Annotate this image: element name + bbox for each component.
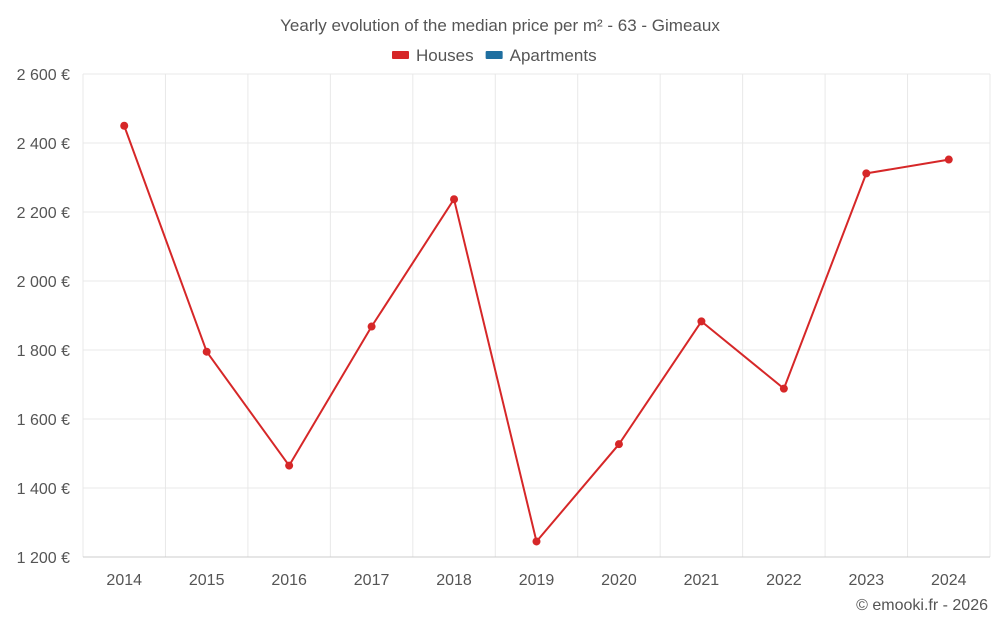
data-point-houses-2024[interactable] — [944, 155, 953, 164]
y-axis-labels: 1 200 € 1 400 € 1 600 € 1 800 € 2 000 € 2 200… — [17, 67, 70, 567]
x-tick-label: 2019 — [519, 572, 555, 589]
x-axis-labels: 2014 2015 2016 2017 2018 2019 2020 2021 2022 2023… — [106, 572, 966, 589]
legend-label-apartments[interactable]: Apartments — [510, 46, 597, 65]
data-point-houses-2021[interactable] — [697, 317, 706, 326]
y-gridlines — [83, 73, 990, 489]
data-point-houses-2020[interactable] — [614, 440, 623, 449]
y-tick-label: 2 600 € — [17, 67, 70, 84]
y-tick-label: 2 000 € — [17, 274, 70, 291]
x-tick-label: 2022 — [766, 572, 802, 589]
data-point-houses-2023[interactable] — [862, 169, 871, 178]
data-point-houses-2016[interactable] — [285, 461, 294, 470]
copyright-footer: © emooki.fr - 2026 — [856, 597, 988, 614]
legend-swatch-houses[interactable] — [392, 51, 409, 59]
legend-swatch-apartments[interactable] — [485, 51, 503, 59]
legend-label-houses[interactable]: Houses — [416, 46, 474, 65]
data-point-houses-2014[interactable] — [120, 121, 129, 130]
x-tick-label: 2015 — [189, 572, 225, 589]
y-tick-label: 1 200 € — [17, 550, 70, 567]
y-tick-label: 1 600 € — [17, 412, 70, 429]
y-tick-label: 1 800 € — [17, 343, 70, 360]
x-tick-label: 2021 — [684, 572, 720, 589]
x-tick-label: 2016 — [271, 572, 307, 589]
data-point-houses-2018[interactable] — [450, 195, 459, 204]
x-tick-label: 2017 — [354, 572, 390, 589]
data-point-houses-2017[interactable] — [367, 322, 376, 331]
y-tick-label: 1 400 € — [17, 481, 70, 498]
x-tick-label: 2014 — [106, 572, 142, 589]
chart-title: Yearly evolution of the median price per… — [280, 16, 720, 35]
series-group — [120, 121, 953, 546]
legend: Houses Apartments — [392, 46, 597, 65]
x-tick-label: 2023 — [849, 572, 885, 589]
data-point-houses-2015[interactable] — [202, 347, 211, 356]
x-tick-label: 2018 — [436, 572, 472, 589]
x-gridlines — [82, 74, 991, 557]
data-point-houses-2019[interactable] — [532, 537, 541, 546]
x-tick-label: 2020 — [601, 572, 637, 589]
x-tick-label: 2024 — [931, 572, 967, 589]
y-tick-label: 2 400 € — [17, 136, 70, 153]
data-point-houses-2022[interactable] — [779, 384, 788, 393]
y-tick-label: 2 200 € — [17, 205, 70, 222]
